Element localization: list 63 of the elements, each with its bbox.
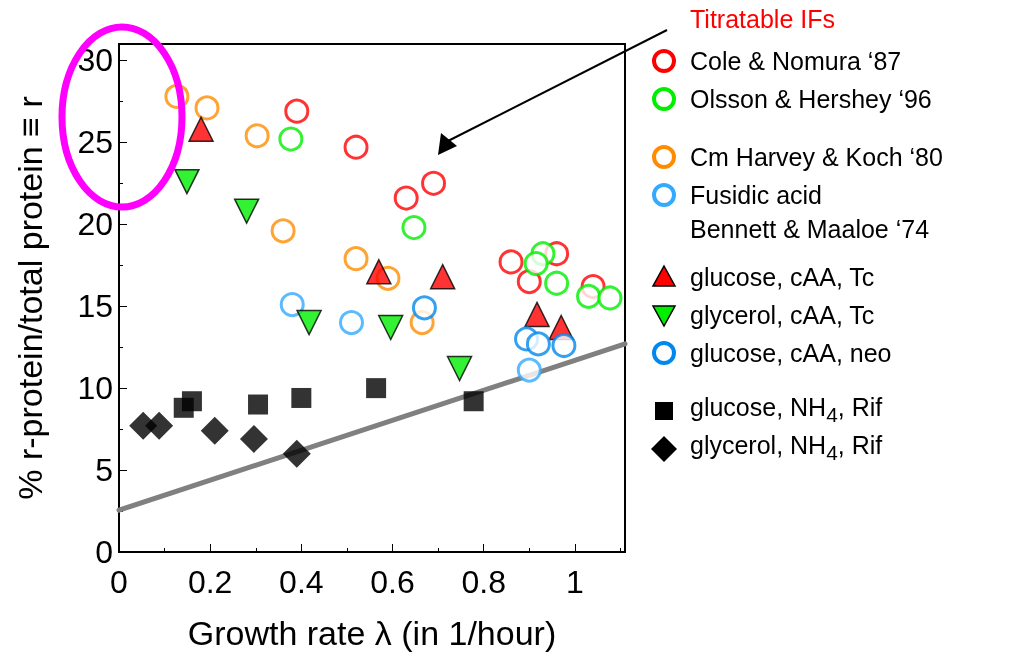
point [523, 251, 549, 277]
point [174, 168, 200, 195]
point [366, 378, 387, 399]
point [233, 198, 260, 224]
point [239, 424, 268, 453]
point [498, 249, 524, 275]
point [421, 170, 447, 196]
legend-label: glucose, cAA, neo [690, 338, 892, 368]
y-axis-title: % r-protein/total protein ≡ r [11, 96, 49, 500]
point [524, 301, 550, 328]
point [446, 355, 473, 382]
point [181, 391, 202, 412]
point [278, 126, 304, 152]
point [339, 310, 364, 336]
y-tick-label: 25 [77, 124, 113, 161]
point [284, 98, 310, 124]
point [244, 123, 270, 149]
text: Bennett & Maaloe ‘74 [690, 214, 931, 245]
point [248, 394, 269, 415]
point [544, 270, 570, 296]
x-axis-title: Growth rate λ (in 1/hour) [187, 614, 557, 652]
point [270, 218, 296, 244]
y-tick-label: 0 [95, 534, 113, 570]
x-tick-label: 0.6 [370, 564, 415, 600]
legend-label: glucose, NH$_{4}$, Rif [690, 392, 883, 428]
y-tick-label: 5 [95, 452, 113, 489]
point [279, 292, 305, 318]
legend-label: Fusidic acid [690, 180, 822, 210]
y-tick-label: 10 [77, 370, 113, 407]
point [411, 295, 437, 321]
point [576, 283, 602, 309]
x-tick-label: 0.2 [187, 564, 233, 600]
point [145, 411, 174, 440]
legend-label: glycerol, cAA, Tc [690, 300, 875, 330]
legend-label: glycerol, NH$_{4}$, Rif [690, 430, 883, 466]
point [282, 439, 311, 468]
point [463, 391, 484, 412]
x-tick-label: 1 [565, 564, 584, 600]
y-tick-label: 20 [77, 206, 113, 243]
point [429, 263, 456, 290]
point [597, 285, 623, 311]
point [343, 246, 369, 272]
point [377, 314, 404, 341]
legend-label: glucose, cAA, Tc [690, 262, 875, 292]
point [188, 116, 214, 142]
point [525, 331, 551, 357]
point [343, 134, 369, 160]
point [551, 333, 577, 359]
point [291, 387, 312, 408]
point [194, 95, 220, 121]
point [296, 309, 322, 336]
point [393, 185, 419, 211]
legend-label: Cole & Nomura ‘87 [690, 46, 902, 76]
point [516, 357, 542, 383]
x-tick-label: 0.8 [461, 564, 506, 600]
point [401, 215, 427, 241]
text: Titratable IFs [690, 4, 836, 35]
legend-label: Cm Harvey & Koch ‘80 [690, 142, 943, 172]
y-tick-label: 15 [77, 288, 113, 325]
point [366, 259, 392, 285]
x-tick-label: 0.4 [279, 564, 324, 600]
legend-label: Olsson & Hershey ‘96 [690, 84, 932, 114]
point [200, 416, 229, 445]
